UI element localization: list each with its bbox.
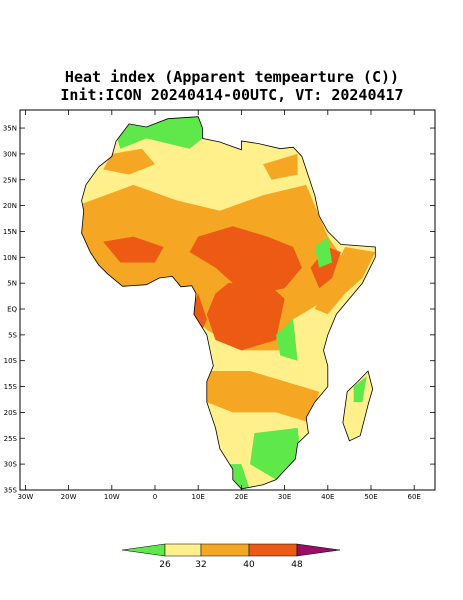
lat-label: 25N bbox=[3, 176, 17, 184]
lat-label: 35N bbox=[3, 125, 17, 133]
colorbar-label: 26 bbox=[159, 560, 171, 570]
heat-fields bbox=[81, 116, 376, 489]
lat-label: 5S bbox=[8, 331, 17, 339]
heat-zone bbox=[263, 153, 298, 180]
heat-zone bbox=[103, 236, 164, 263]
colorbar-low bbox=[121, 543, 166, 557]
heat-zone bbox=[206, 371, 320, 423]
lat-label: 30S bbox=[4, 461, 18, 469]
lat-label: 5N bbox=[7, 280, 17, 288]
lon-label: 20W bbox=[61, 493, 77, 501]
lon-label: 10E bbox=[192, 493, 205, 501]
cool-zone bbox=[314, 236, 333, 268]
heat-zone bbox=[103, 148, 155, 175]
lon-label: 50E bbox=[364, 493, 377, 501]
heat-zone bbox=[206, 283, 285, 351]
lat-label: 15N bbox=[3, 228, 17, 236]
lat-label: 10N bbox=[3, 254, 17, 262]
lon-label: 30W bbox=[17, 493, 33, 501]
coastline bbox=[81, 116, 376, 490]
colorbar-label: 40 bbox=[243, 560, 255, 570]
lon-label: 10W bbox=[104, 493, 120, 501]
colorbar-label: 48 bbox=[291, 560, 303, 570]
colorbar: 26 32 40 48 bbox=[121, 543, 341, 570]
colorbar-segment bbox=[200, 543, 250, 557]
lon-label: 30E bbox=[278, 493, 291, 501]
lat-label: 20N bbox=[3, 202, 17, 210]
heat-zone bbox=[189, 226, 302, 294]
lat-label: 35S bbox=[4, 486, 18, 494]
colorbar-segment bbox=[164, 543, 202, 557]
colorbar-segment bbox=[248, 543, 298, 557]
lat-label: 25S bbox=[4, 435, 18, 443]
lon-label: 0 bbox=[153, 493, 157, 501]
lat-label: 30N bbox=[3, 150, 17, 158]
heat-zone bbox=[314, 247, 376, 315]
map-title: Heat index (Apparent tempearture (C)) bbox=[65, 68, 399, 86]
map-area bbox=[81, 116, 376, 490]
lat-label: 10S bbox=[4, 357, 18, 365]
lat-label: 20S bbox=[4, 409, 18, 417]
cool-zone bbox=[276, 319, 298, 361]
axes: 35N 30N 25N 20N 15N 10N 5N EQ 5S 10S 15S 20S 25S 30S 3… bbox=[3, 110, 435, 501]
lat-label: EQ bbox=[7, 306, 17, 314]
lat-label: 15S bbox=[4, 383, 18, 391]
lon-label: 40E bbox=[321, 493, 334, 501]
colorbar-high bbox=[296, 543, 341, 557]
map-subtitle: Init:ICON 20240414-00UTC, VT: 20240417 bbox=[60, 86, 403, 104]
lon-label: 20E bbox=[235, 493, 248, 501]
cool-zone bbox=[353, 376, 367, 403]
colorbar-label: 32 bbox=[195, 560, 206, 570]
heat-zone bbox=[310, 247, 341, 289]
lon-label: 60E bbox=[408, 493, 421, 501]
plot-frame bbox=[19, 109, 436, 491]
